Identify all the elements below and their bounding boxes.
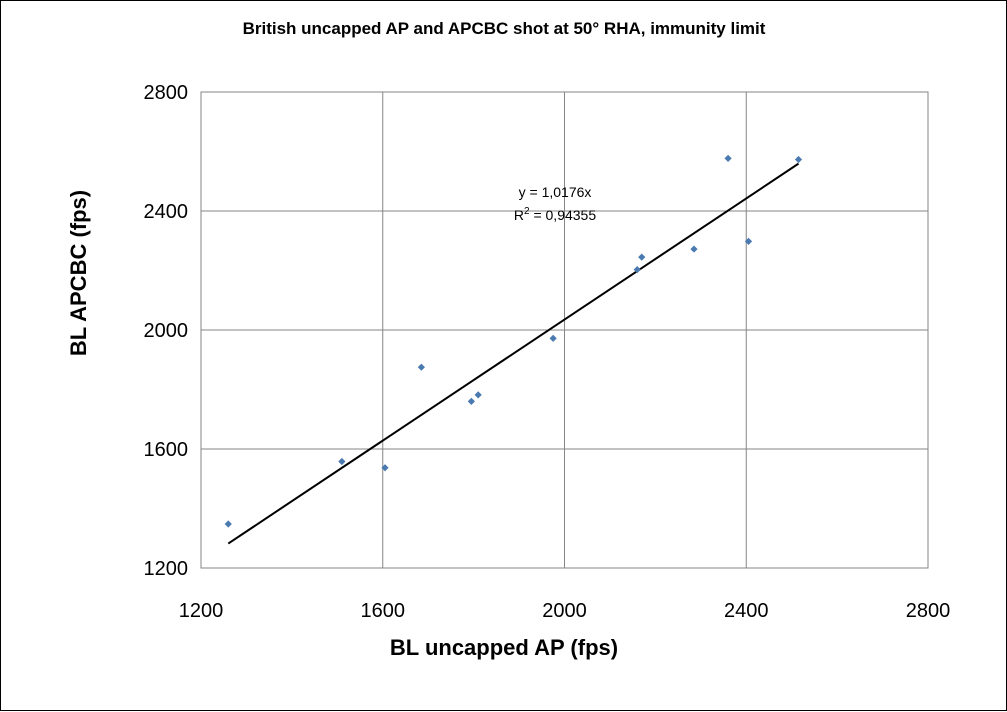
x-tick-label: 2000	[542, 600, 587, 622]
data-point	[638, 253, 646, 261]
y-tick-label: 1600	[144, 439, 189, 461]
trendline-layer	[227, 162, 800, 545]
tick-labels: 1200 1600 2000 2400 2800 1200 1600 2000 2400 2800	[144, 82, 951, 622]
x-tick-label: 2400	[724, 600, 769, 622]
trendline	[227, 162, 800, 545]
data-point	[381, 464, 389, 472]
x-axis-label: BL uncapped AP (fps)	[390, 635, 618, 660]
r2-superscript: 2	[524, 206, 530, 217]
data-point	[690, 245, 698, 253]
data-point	[724, 154, 732, 162]
data-point	[338, 457, 346, 466]
y-tick-label: 2400	[144, 201, 189, 223]
data-point	[474, 391, 482, 399]
data-point	[794, 155, 803, 164]
chart-title: British uncapped AP and APCBC shot at 50…	[243, 19, 766, 38]
data-point	[467, 397, 475, 405]
y-tick-label: 2000	[144, 320, 189, 342]
x-tick-label: 2800	[906, 600, 951, 622]
data-point	[224, 520, 232, 528]
plot-area	[200, 91, 929, 569]
trendline-equation: y = 1,0176x	[519, 184, 592, 200]
y-tick-label: 2800	[144, 82, 189, 104]
x-tick-label: 1200	[179, 600, 224, 622]
data-point	[417, 363, 425, 371]
x-tick-label: 1600	[361, 600, 406, 622]
data-points	[224, 154, 803, 528]
data-point	[549, 334, 557, 342]
data-point	[633, 266, 641, 274]
data-point	[744, 237, 753, 245]
r2-value: = 0,94355	[530, 207, 597, 223]
r2-prefix: R	[514, 207, 524, 223]
trendline-r-squared: R2 = 0,94355	[514, 206, 596, 223]
y-tick-label: 1200	[144, 558, 189, 580]
gridlines	[200, 91, 929, 569]
y-axis-label: BL APCBC (fps)	[66, 190, 91, 356]
